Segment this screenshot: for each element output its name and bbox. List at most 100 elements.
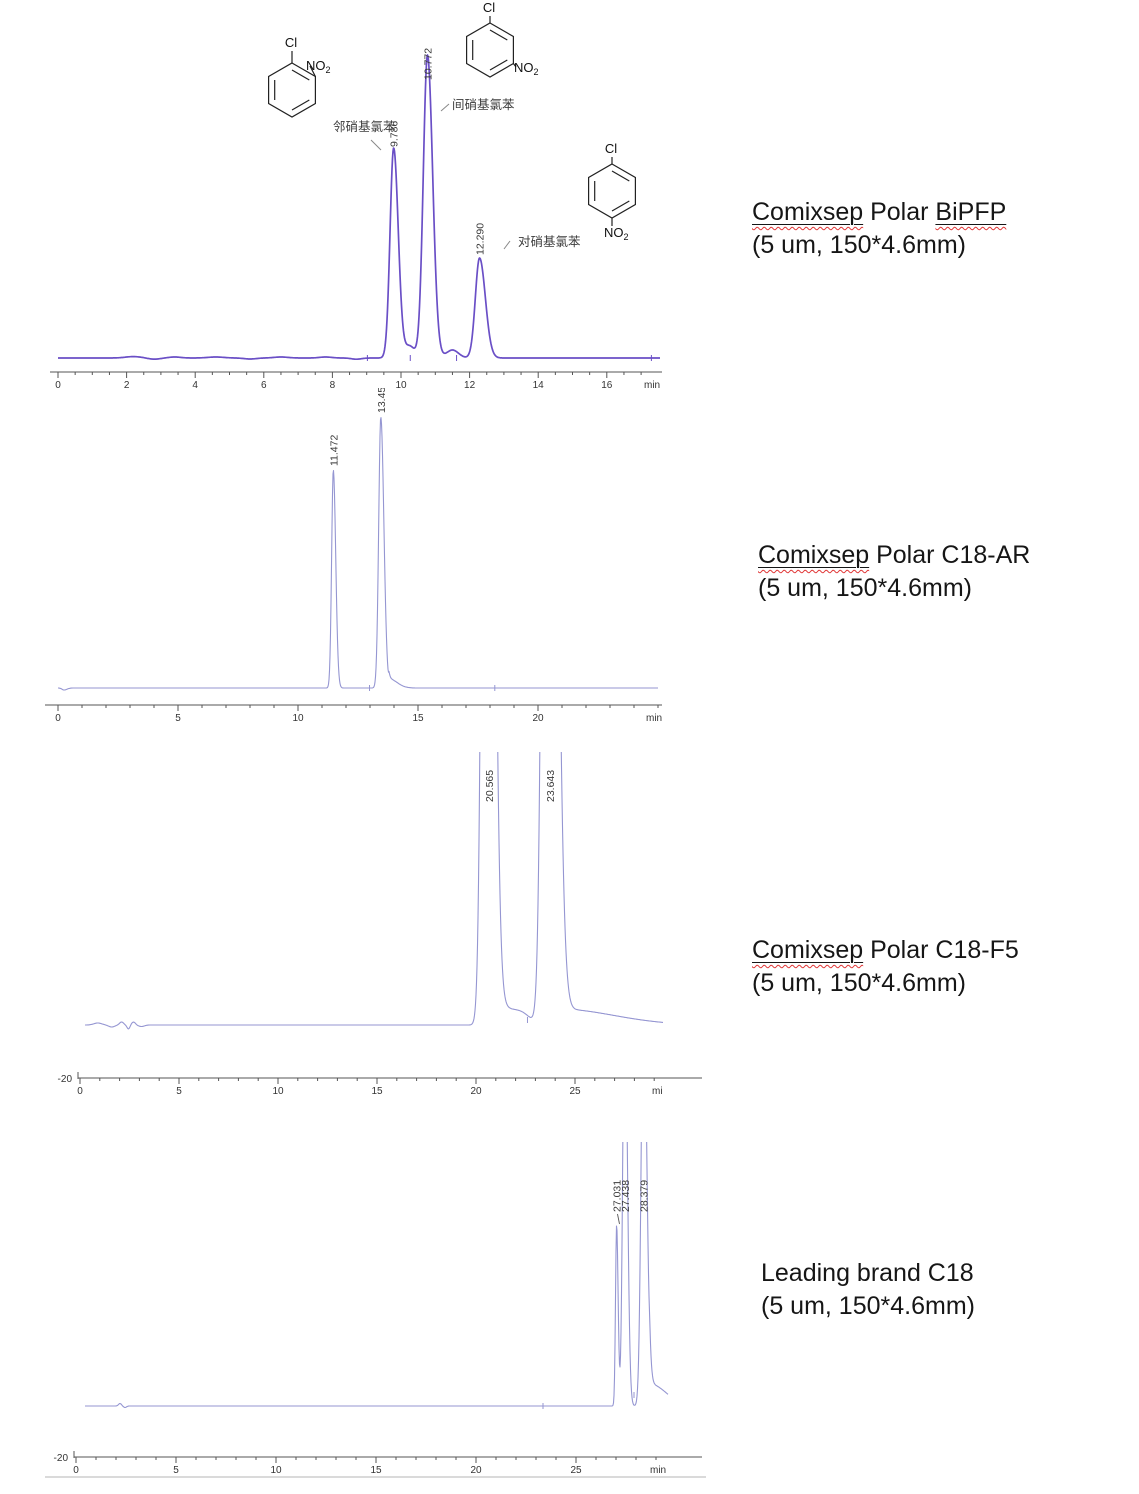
- svg-text:20: 20: [470, 1086, 482, 1097]
- svg-text:5: 5: [175, 713, 181, 724]
- peak-rt-label: 13.45: [376, 387, 388, 413]
- chromatogram-3-tick-labels: 0 5 10 15 20 25 mi -20: [58, 1074, 663, 1097]
- column-label-part: Polar C18-AR: [869, 541, 1031, 569]
- compound-annotation-text: 对硝基氯苯: [518, 235, 581, 249]
- svg-text:10: 10: [270, 1465, 282, 1476]
- column-name: Comixsep Polar C18-AR: [758, 539, 1030, 572]
- trace-line: [84, 1142, 669, 1409]
- nitro-label: NO2: [514, 60, 539, 77]
- annotation-leader-line: [440, 103, 450, 112]
- svg-text:0: 0: [55, 713, 61, 724]
- svg-text:10: 10: [395, 380, 407, 391]
- column-name: Comixsep Polar BiPFP: [752, 196, 1006, 229]
- peak-rt-label: 12.290: [475, 223, 487, 255]
- svg-text:12: 12: [464, 380, 476, 391]
- misspelled-word: Comixsep: [752, 936, 864, 964]
- chlorine-label: Cl: [605, 141, 617, 156]
- svg-text:8: 8: [330, 380, 336, 391]
- peak-rt-label: 27.438: [620, 1180, 632, 1212]
- svg-text:25: 25: [570, 1465, 582, 1476]
- svg-text:10: 10: [272, 1086, 284, 1097]
- trace-line: [57, 417, 659, 691]
- peak-rt-label: 20.565: [484, 770, 496, 802]
- peak-rt-label: 27.031: [612, 1180, 624, 1212]
- structure-ortho-nitrochlorobenzene: Cl NO2: [268, 35, 331, 118]
- svg-text:20: 20: [470, 1465, 482, 1476]
- svg-text:15: 15: [371, 1086, 383, 1097]
- column-label-leading-brand: Leading brand C18 (5 um, 150*4.6mm): [761, 1257, 975, 1323]
- svg-text:5: 5: [173, 1465, 179, 1476]
- column-label-part: BiPFP: [935, 198, 1006, 226]
- column-label-part: Comixsep: [752, 936, 863, 964]
- svg-text:10: 10: [292, 713, 304, 724]
- peak-rt-label: 11.472: [328, 435, 340, 466]
- column-label-bipfp: Comixsep Polar BiPFP (5 um, 150*4.6mm): [752, 196, 1006, 262]
- svg-text:15: 15: [412, 713, 424, 724]
- chromatogram-1-axis: [50, 371, 662, 378]
- peak-rt-label: 28.379: [639, 1180, 651, 1212]
- chromatogram-1-tick-labels: 0 2 4 6 8 10 12 14 16 min: [55, 380, 660, 391]
- compound-annotation-text: 邻硝基氯苯: [333, 120, 396, 134]
- peak-rt-label: 9.786: [389, 121, 401, 147]
- column-label-c18-ar: Comixsep Polar C18-AR (5 um, 150*4.6mm): [758, 539, 1030, 605]
- chromatogram-2-trace-group: 11.472 13.45: [57, 387, 659, 691]
- axis-unit-label: min: [650, 1465, 666, 1476]
- svg-text:15: 15: [370, 1465, 382, 1476]
- misspelled-word: Comixsep: [758, 541, 870, 569]
- svg-text:25: 25: [569, 1086, 581, 1097]
- peak-rt-label: 23.643: [545, 770, 557, 802]
- column-label-c18-f5: Comixsep Polar C18-F5 (5 um, 150*4.6mm): [752, 934, 1019, 1000]
- svg-text:4: 4: [192, 380, 198, 391]
- svg-text:5: 5: [176, 1086, 182, 1097]
- column-dimensions: (5 um, 150*4.6mm): [752, 231, 966, 259]
- svg-text:0: 0: [73, 1465, 79, 1476]
- column-label-part: Polar C18-F5: [863, 936, 1019, 964]
- annotation-leader-line: [503, 240, 511, 250]
- peak-leader-line: [617, 1213, 620, 1225]
- svg-text:16: 16: [601, 380, 613, 391]
- svg-text:6: 6: [261, 380, 267, 391]
- column-dimensions: (5 um, 150*4.6mm): [758, 574, 972, 602]
- svg-text:2: 2: [124, 380, 130, 391]
- chlorine-label: Cl: [483, 0, 495, 15]
- column-label-part: Leading brand C18: [761, 1259, 974, 1287]
- compound-annotation-text: 间硝基氯苯: [452, 98, 515, 112]
- svg-text:14: 14: [533, 380, 545, 391]
- chromatogram-1-trace-group: 9.786 10.772 12.290: [57, 48, 661, 361]
- chromatogram-3-trace-group: 20.565 23.643: [84, 752, 664, 1030]
- misspelled-word: BiPFP: [935, 198, 1007, 226]
- chromatogram-3-axis: [77, 1072, 702, 1084]
- svg-text:20: 20: [532, 713, 544, 724]
- column-label-part: Comixsep: [752, 198, 863, 226]
- axis-unit-label: min: [646, 713, 662, 724]
- axis-unit-label: min: [644, 380, 660, 391]
- y-axis-label: -20: [58, 1074, 73, 1085]
- y-axis-label: -20: [54, 1453, 69, 1464]
- chromatogram-4-tick-labels: 0 5 10 15 20 25 min -20: [54, 1453, 667, 1476]
- chromatogram-2-axis: [45, 704, 662, 711]
- trace-line: [57, 54, 661, 361]
- column-dimensions: (5 um, 150*4.6mm): [752, 969, 966, 997]
- column-label-part: Comixsep: [758, 541, 869, 569]
- column-name: Comixsep Polar C18-F5: [752, 934, 1019, 967]
- peak-rt-label: 10.772: [422, 48, 434, 80]
- chlorine-label: Cl: [285, 35, 297, 50]
- axis-unit-label: mi: [652, 1086, 663, 1097]
- chromatogram-4-axis: [45, 1451, 706, 1478]
- column-name: Leading brand C18: [761, 1257, 975, 1290]
- misspelled-word: Comixsep: [752, 198, 864, 226]
- annotation-leader-line: [370, 139, 382, 151]
- column-dimensions: (5 um, 150*4.6mm): [761, 1292, 975, 1320]
- chromatogram-2-tick-labels: 0 5 10 15 20 min: [55, 713, 662, 724]
- column-label-part: Polar: [863, 198, 936, 226]
- nitro-label: NO2: [306, 58, 331, 75]
- trace-line: [84, 752, 664, 1030]
- nitro-label: NO2: [604, 225, 629, 242]
- structure-para-nitrochlorobenzene: Cl NO2: [588, 141, 636, 242]
- svg-text:0: 0: [55, 380, 61, 391]
- structure-meta-nitrochlorobenzene: Cl NO2: [466, 0, 539, 78]
